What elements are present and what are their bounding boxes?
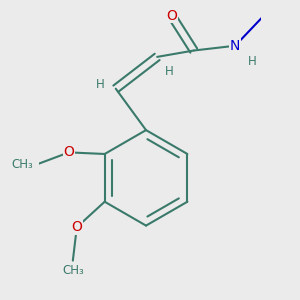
Text: H: H: [248, 55, 257, 68]
Text: CH₃: CH₃: [62, 264, 84, 277]
Text: O: O: [63, 146, 74, 159]
Text: H: H: [165, 65, 173, 78]
Text: O: O: [71, 220, 82, 234]
Text: N: N: [230, 39, 240, 53]
Text: O: O: [166, 8, 177, 22]
Text: CH₃: CH₃: [11, 158, 33, 171]
Text: H: H: [95, 78, 104, 91]
